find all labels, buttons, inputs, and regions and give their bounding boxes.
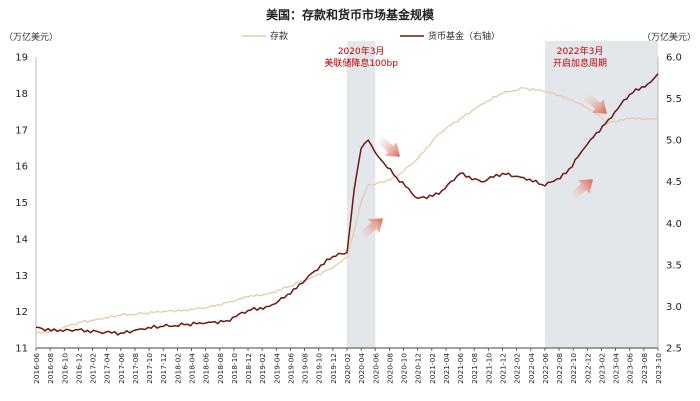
y-right-tick-label: 3.5 bbox=[666, 260, 682, 271]
y-left-tick-label: 11 bbox=[15, 344, 28, 355]
trend-arrow-2 bbox=[584, 93, 607, 114]
y-right-tick-label: 3.0 bbox=[666, 302, 682, 313]
left-axis-unit: （万亿美元） bbox=[4, 31, 58, 43]
y-left-tick-label: 19 bbox=[15, 53, 28, 64]
x-tick-label: 2023-08 bbox=[640, 353, 649, 384]
trend-arrow-0 bbox=[377, 136, 400, 157]
x-tick-label: 2019-02 bbox=[258, 353, 267, 384]
x-tick-label: 2021-04 bbox=[442, 353, 451, 384]
x-tick-label: 2017-04 bbox=[103, 353, 112, 384]
y-left-tick-label: 13 bbox=[15, 271, 28, 282]
x-tick-label: 2018-10 bbox=[230, 353, 239, 384]
x-tick-label: 2023-06 bbox=[626, 353, 635, 384]
x-tick-label: 2019-06 bbox=[286, 353, 295, 384]
annotation-text: 2022年3月 bbox=[557, 45, 604, 57]
right-axis-unit: （万亿美元） bbox=[642, 31, 696, 43]
x-tick-label: 2018-06 bbox=[202, 353, 211, 384]
x-tick-label: 2019-10 bbox=[315, 353, 324, 384]
annotation-text: 美联储降息100bp bbox=[324, 57, 398, 69]
trend-arrow-shape bbox=[360, 218, 383, 239]
x-tick-label: 2020-02 bbox=[343, 353, 352, 384]
x-tick-label: 2022-06 bbox=[541, 353, 550, 384]
x-tick-label: 2023-04 bbox=[612, 353, 621, 384]
y-right-tick-label: 6.0 bbox=[666, 53, 682, 64]
shaded-period-0 bbox=[347, 41, 376, 348]
legend-label-mmf: 货币基金（右轴） bbox=[428, 30, 500, 42]
x-tick-label: 2016-10 bbox=[60, 353, 69, 384]
y-left-tick-label: 15 bbox=[15, 198, 28, 209]
x-tick-label: 2019-12 bbox=[329, 353, 338, 384]
x-tick-label: 2017-08 bbox=[131, 353, 140, 384]
x-tick-label: 2021-12 bbox=[499, 353, 508, 384]
x-tick-label: 2017-06 bbox=[117, 353, 126, 384]
x-tick-label: 2021-02 bbox=[428, 353, 437, 384]
x-tick-label: 2017-12 bbox=[159, 353, 168, 384]
x-tick-label: 2018-02 bbox=[173, 353, 182, 384]
x-tick-label: 2022-04 bbox=[527, 353, 536, 384]
x-tick-label: 2022-12 bbox=[583, 353, 592, 384]
x-tick-label: 2023-02 bbox=[597, 353, 606, 384]
x-tick-label: 2017-02 bbox=[89, 353, 98, 384]
legend-label-deposits: 存款 bbox=[270, 30, 288, 42]
x-tick-label: 2019-04 bbox=[272, 353, 281, 384]
trend-arrow-3 bbox=[570, 179, 593, 200]
trend-arrow-1 bbox=[360, 218, 383, 239]
x-tick-label: 2021-06 bbox=[456, 353, 465, 384]
y-left-tick-label: 18 bbox=[15, 89, 28, 100]
trend-arrow-shape bbox=[377, 136, 400, 157]
y-left-tick-label: 17 bbox=[15, 125, 28, 136]
x-tick-label: 2018-12 bbox=[244, 353, 253, 384]
x-tick-label: 2020-10 bbox=[400, 353, 409, 384]
y-right-tick-label: 2.5 bbox=[666, 344, 682, 355]
x-tick-label: 2018-08 bbox=[216, 353, 225, 384]
trend-arrow-shape bbox=[570, 179, 593, 200]
x-tick-label: 2020-06 bbox=[371, 353, 380, 384]
series-line-deposits bbox=[35, 87, 659, 334]
y-right-tick-label: 4.0 bbox=[666, 219, 682, 230]
x-tick-label: 2021-10 bbox=[484, 353, 493, 384]
x-tick-label: 2020-12 bbox=[414, 353, 423, 384]
legend: 存款 货币基金（右轴） bbox=[242, 30, 500, 42]
x-tick-label: 2022-02 bbox=[513, 353, 522, 384]
x-tick-label: 2016-08 bbox=[46, 353, 55, 384]
x-tick-label: 2017-10 bbox=[145, 353, 154, 384]
x-tick-label: 2018-04 bbox=[188, 353, 197, 384]
y-right-tick-label: 4.5 bbox=[666, 177, 682, 188]
y-left-tick-label: 14 bbox=[15, 234, 28, 245]
annotation-text: 2020年3月 bbox=[338, 45, 385, 57]
x-tick-label: 2016-12 bbox=[74, 353, 83, 384]
chart-title: 美国：存款和货币市场基金规模 bbox=[266, 7, 435, 22]
x-tick-label: 2020-04 bbox=[357, 353, 366, 384]
x-tick-label: 2021-08 bbox=[470, 353, 479, 384]
x-tick-label: 2022-08 bbox=[555, 353, 564, 384]
x-tick-label: 2023-10 bbox=[654, 353, 663, 384]
x-tick-label: 2019-08 bbox=[301, 353, 310, 384]
x-tick-label: 2016-06 bbox=[32, 353, 41, 384]
y-left-tick-label: 12 bbox=[15, 307, 28, 318]
y-right-tick-label: 5.0 bbox=[666, 136, 682, 147]
shaded-period-1 bbox=[544, 41, 658, 348]
y-left-tick-label: 16 bbox=[15, 162, 28, 173]
series-line-mmf bbox=[35, 73, 659, 336]
trend-arrow-shape bbox=[584, 93, 607, 114]
x-tick-label: 2020-08 bbox=[385, 353, 394, 384]
x-tick-label: 2022-10 bbox=[569, 353, 578, 384]
y-right-tick-label: 5.5 bbox=[666, 94, 682, 105]
annotation-text: 开启加息周期 bbox=[553, 57, 607, 69]
